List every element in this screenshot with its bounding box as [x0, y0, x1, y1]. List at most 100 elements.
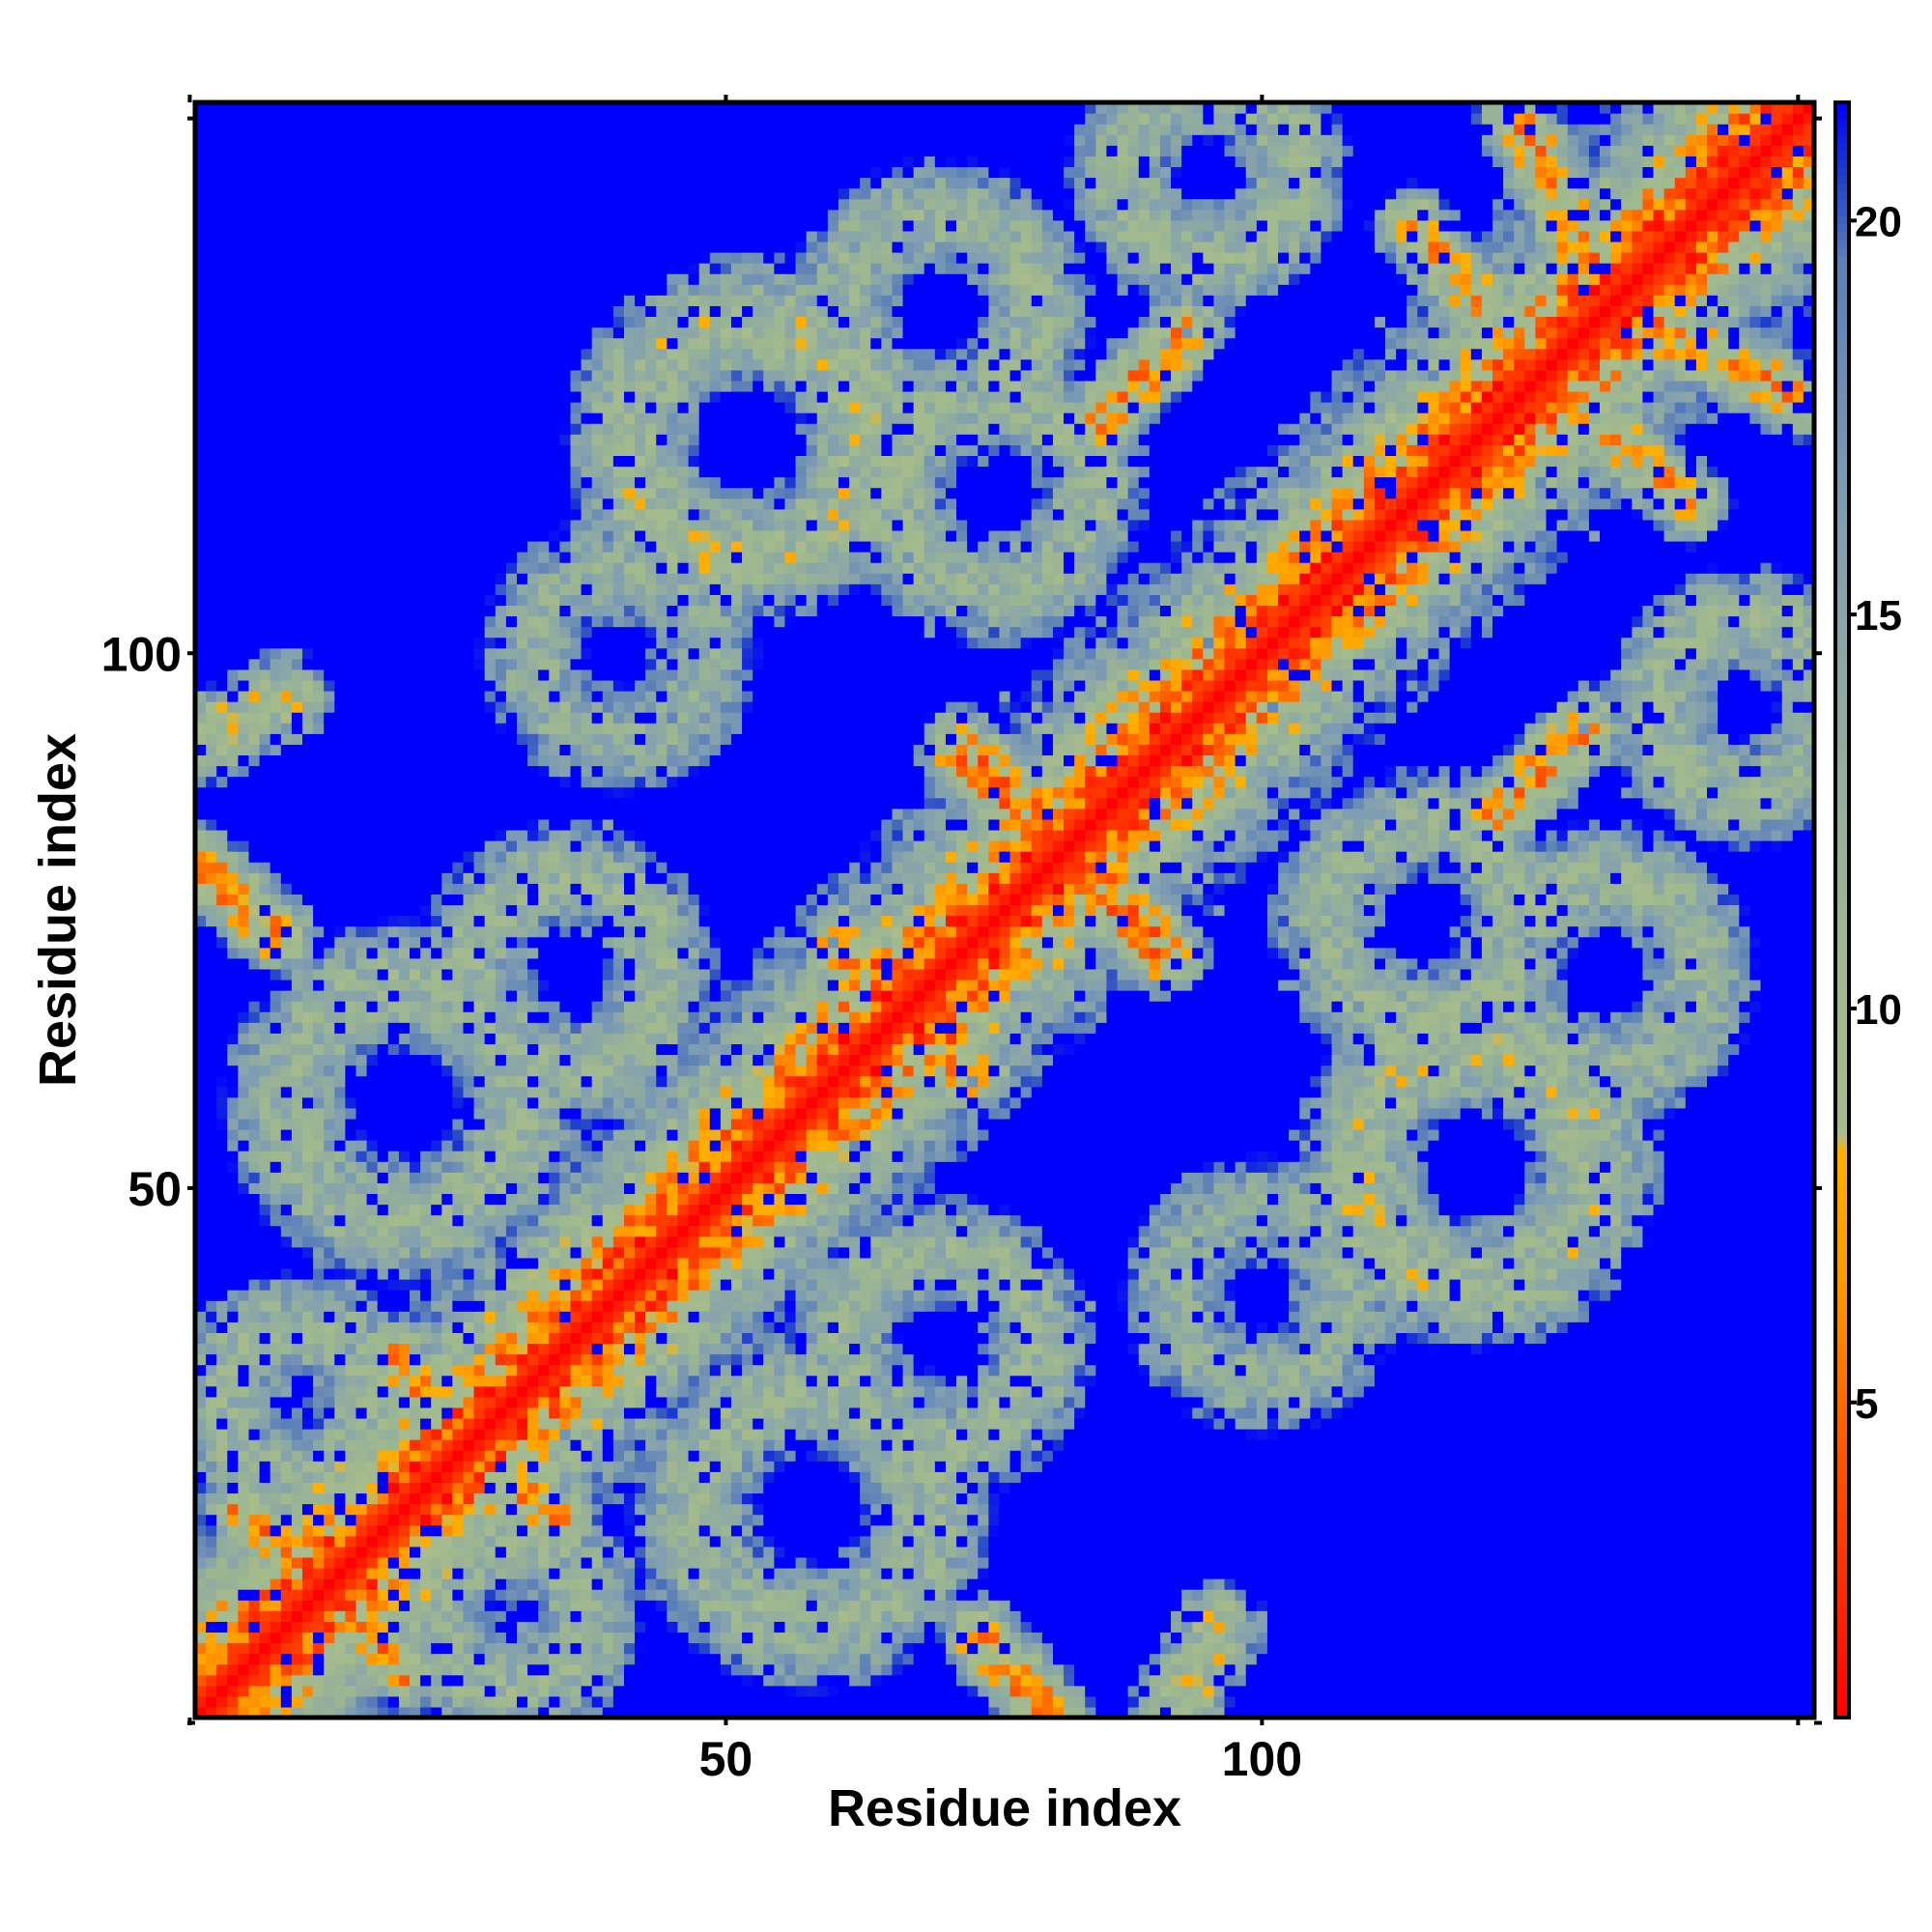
heatmap-cell — [355, 552, 367, 563]
heatmap-cell — [227, 691, 239, 702]
heatmap-cell — [260, 904, 271, 916]
heatmap-cell — [249, 284, 261, 296]
heatmap-cell — [474, 1182, 486, 1194]
heatmap-cell — [496, 1097, 507, 1109]
heatmap-cell — [238, 1621, 249, 1633]
heatmap-cell — [527, 809, 539, 820]
heatmap-cell — [441, 1664, 453, 1676]
heatmap-cell — [260, 1119, 271, 1130]
heatmap-cell — [452, 744, 464, 755]
heatmap-cell — [506, 1568, 518, 1579]
heatmap-cell — [324, 466, 335, 477]
heatmap-cell — [281, 1632, 293, 1643]
heatmap-cell — [216, 1450, 228, 1462]
heatmap-cell — [474, 498, 486, 510]
heatmap-cell — [281, 220, 293, 232]
heatmap-cell — [345, 851, 356, 863]
heatmap-cell — [345, 1258, 356, 1269]
heatmap-cell — [388, 1621, 400, 1633]
heatmap-cell — [410, 733, 421, 745]
heatmap-cell — [517, 1578, 528, 1590]
heatmap-cell — [452, 1033, 464, 1044]
heatmap-cell — [281, 1226, 293, 1237]
heatmap-cell — [260, 231, 271, 242]
heatmap-cell — [506, 840, 518, 852]
heatmap-cell — [378, 777, 389, 788]
heatmap-cell — [527, 1418, 539, 1430]
heatmap-cell — [378, 830, 389, 841]
heatmap-cell — [367, 1504, 379, 1516]
heatmap-cell — [313, 1087, 325, 1098]
heatmap-cell — [420, 1033, 432, 1044]
heatmap-cell — [281, 809, 293, 820]
heatmap-cell — [324, 349, 335, 360]
heatmap-cell — [474, 1215, 486, 1227]
heatmap-cell — [270, 904, 282, 916]
heatmap-cell — [334, 926, 346, 938]
heatmap-cell — [410, 412, 421, 424]
heatmap-cell — [420, 594, 432, 606]
heatmap-cell — [441, 1429, 453, 1440]
heatmap-cell — [313, 894, 325, 905]
heatmap-cell — [485, 402, 497, 413]
heatmap-cell — [292, 381, 303, 392]
heatmap-cell — [227, 1632, 239, 1643]
heatmap-cell — [431, 455, 442, 467]
heatmap-cell — [538, 359, 550, 371]
heatmap-cell — [324, 562, 335, 574]
heatmap-cell — [345, 156, 356, 167]
heatmap-cell — [441, 1547, 453, 1558]
heatmap-cell — [260, 1343, 271, 1354]
heatmap-cell — [270, 1600, 282, 1611]
heatmap-cell — [420, 444, 432, 456]
heatmap-cell — [538, 1525, 550, 1537]
heatmap-cell — [216, 231, 228, 242]
heatmap-cell — [216, 1151, 228, 1162]
heatmap-cell — [281, 455, 293, 467]
heatmap-cell — [496, 573, 507, 584]
heatmap-cell — [399, 1011, 411, 1023]
heatmap-cell — [485, 1654, 497, 1665]
heatmap-cell — [463, 691, 474, 702]
heatmap-cell — [527, 1578, 539, 1590]
heatmap-cell — [334, 455, 346, 467]
heatmap-cell — [313, 583, 325, 595]
heatmap-cell — [227, 178, 239, 189]
heatmap-cell — [238, 316, 249, 327]
heatmap-cell — [324, 423, 335, 435]
heatmap-cell — [334, 113, 346, 125]
heatmap-cell — [302, 562, 314, 574]
heatmap-cell — [206, 733, 217, 745]
heatmap-cell — [249, 1205, 261, 1216]
heatmap-cell — [399, 616, 411, 628]
heatmap-cell — [238, 402, 249, 413]
heatmap-cell — [249, 1268, 261, 1280]
heatmap-cell — [238, 1011, 249, 1023]
heatmap-cell — [292, 1076, 303, 1088]
heatmap-cell — [216, 680, 228, 692]
heatmap-cell — [463, 434, 474, 445]
heatmap-cell — [517, 894, 528, 905]
heatmap-cell — [410, 242, 421, 253]
heatmap-cell — [302, 1547, 314, 1558]
heatmap-cell — [216, 370, 228, 382]
heatmap-cell — [378, 1418, 389, 1430]
heatmap-cell — [324, 1557, 335, 1569]
heatmap-cell — [216, 1610, 228, 1622]
heatmap-cell — [452, 819, 464, 831]
heatmap-cell — [345, 1300, 356, 1312]
heatmap-cell — [270, 883, 282, 895]
heatmap-cell — [345, 1140, 356, 1151]
heatmap-cell — [431, 1610, 442, 1622]
heatmap-cell — [334, 477, 346, 489]
heatmap-cell — [324, 958, 335, 970]
heatmap-cell — [496, 1515, 507, 1526]
heatmap-cell — [292, 156, 303, 167]
heatmap-cell — [260, 809, 271, 820]
heatmap-cell — [238, 178, 249, 189]
heatmap-cell — [216, 552, 228, 563]
heatmap-cell — [378, 434, 389, 445]
heatmap-cell — [260, 723, 271, 734]
heatmap-cell — [260, 1461, 271, 1472]
heatmap-cell — [410, 1407, 421, 1419]
